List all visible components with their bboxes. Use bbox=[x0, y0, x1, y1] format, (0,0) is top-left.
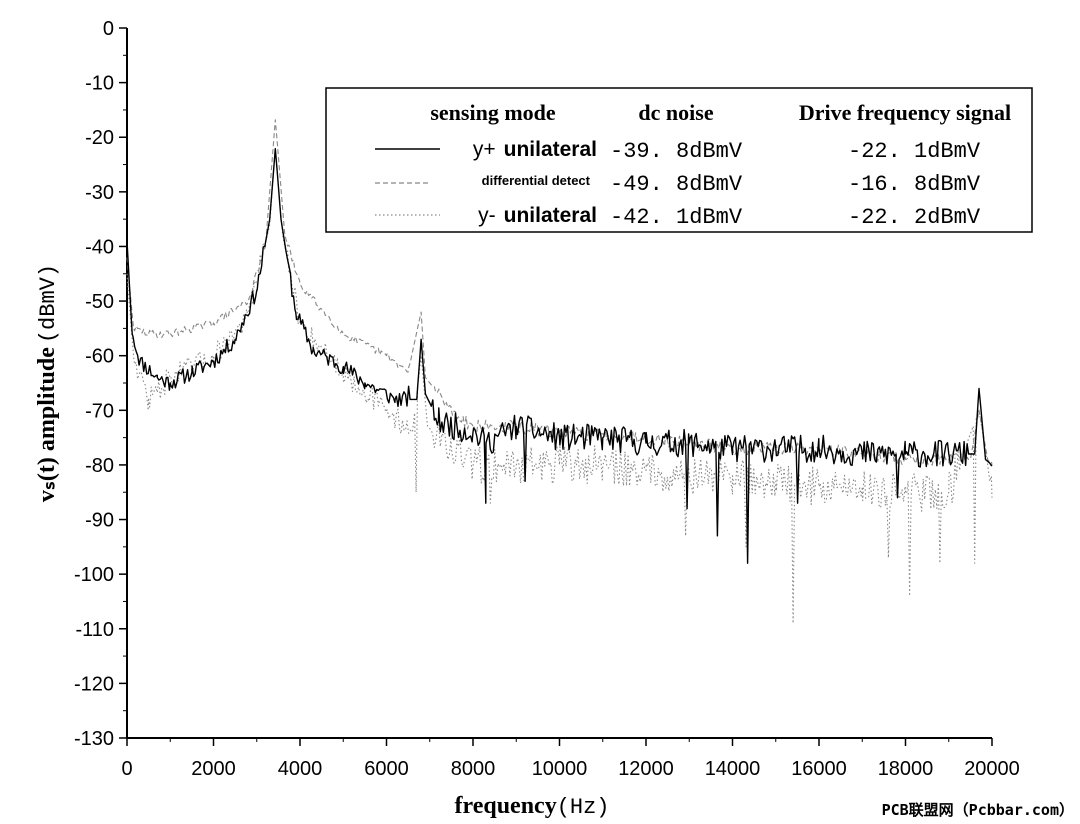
y-tick-label: -60 bbox=[85, 346, 114, 368]
legend-drive-row3: -22. 2dBmV bbox=[848, 205, 981, 230]
legend-drive-row1: -22. 1dBmV bbox=[848, 139, 981, 164]
x-tick-label: 20000 bbox=[964, 758, 1020, 780]
x-tick-label: 10000 bbox=[532, 758, 588, 780]
y-tick-label: -90 bbox=[85, 510, 114, 532]
series-line-dotted bbox=[126, 148, 993, 624]
y-tick-label: -30 bbox=[85, 182, 114, 204]
y-tick-label: -130 bbox=[74, 728, 114, 750]
y-tick-label: -50 bbox=[85, 291, 114, 313]
x-axis-title: frequency(Hz) bbox=[454, 793, 609, 820]
x-tick-label: 0 bbox=[121, 758, 132, 780]
legend-dc-row1: -39. 8dBmV bbox=[610, 139, 743, 164]
x-axis-ticks: 0 2000 4000 6000 8000 10000 12000 14000 16000 180… bbox=[121, 738, 1020, 780]
y-tick-label: -10 bbox=[85, 73, 114, 95]
legend-box bbox=[325, 87, 1033, 233]
watermark: PCB联盟网（Pcbbar.com） bbox=[882, 801, 1074, 819]
x-tick-label: 14000 bbox=[705, 758, 761, 780]
x-tick-label: 16000 bbox=[791, 758, 847, 780]
y-tick-label: -70 bbox=[85, 400, 114, 422]
y-tick-label: -110 bbox=[75, 619, 114, 641]
legend-dc-row3: -42. 1dBmV bbox=[610, 205, 743, 230]
x-tick-label: 18000 bbox=[878, 758, 934, 780]
legend-mode-row1: y+ unilateral bbox=[473, 138, 597, 161]
legend-dc-row2: -49. 8dBmV bbox=[610, 172, 743, 197]
legend-header-dc-noise: dc noise bbox=[638, 100, 713, 125]
legend-header-drive: Drive frequency signal bbox=[799, 100, 1011, 125]
legend-mode-row3: y-unilateral bbox=[478, 204, 597, 227]
series-layer bbox=[126, 119, 993, 624]
legend-mode-row2: differential detect bbox=[482, 173, 591, 188]
y-axis-title: vₛ(t) amplitude(dBmV) bbox=[34, 264, 61, 502]
y-tick-label: -120 bbox=[74, 673, 114, 695]
y-tick-label: -100 bbox=[74, 564, 114, 586]
legend-header-mode: sensing mode bbox=[430, 100, 556, 125]
x-tick-label: 12000 bbox=[618, 758, 674, 780]
series-line-dashed bbox=[126, 119, 993, 466]
legend-drive-row2: -16. 8dBmV bbox=[848, 172, 981, 197]
y-axis-ticks: 0 -10 -20 -30 -40 -50 -60 -70 -80 -90 -100 -110 -120… bbox=[74, 18, 127, 750]
series-line-solid bbox=[126, 148, 993, 564]
y-tick-label: -40 bbox=[85, 236, 114, 258]
x-tick-label: 2000 bbox=[191, 758, 236, 780]
plot-area: 0 2000 4000 6000 8000 10000 12000 14000 16000 180… bbox=[74, 18, 1020, 780]
x-tick-label: 4000 bbox=[278, 758, 323, 780]
y-tick-label: -20 bbox=[85, 127, 114, 149]
y-tick-label: 0 bbox=[103, 18, 114, 40]
y-tick-label: -80 bbox=[85, 455, 114, 477]
legend: sensing mode dc noise Drive frequency si… bbox=[325, 87, 1033, 233]
x-tick-label: 6000 bbox=[364, 758, 409, 780]
x-tick-label: 8000 bbox=[451, 758, 496, 780]
